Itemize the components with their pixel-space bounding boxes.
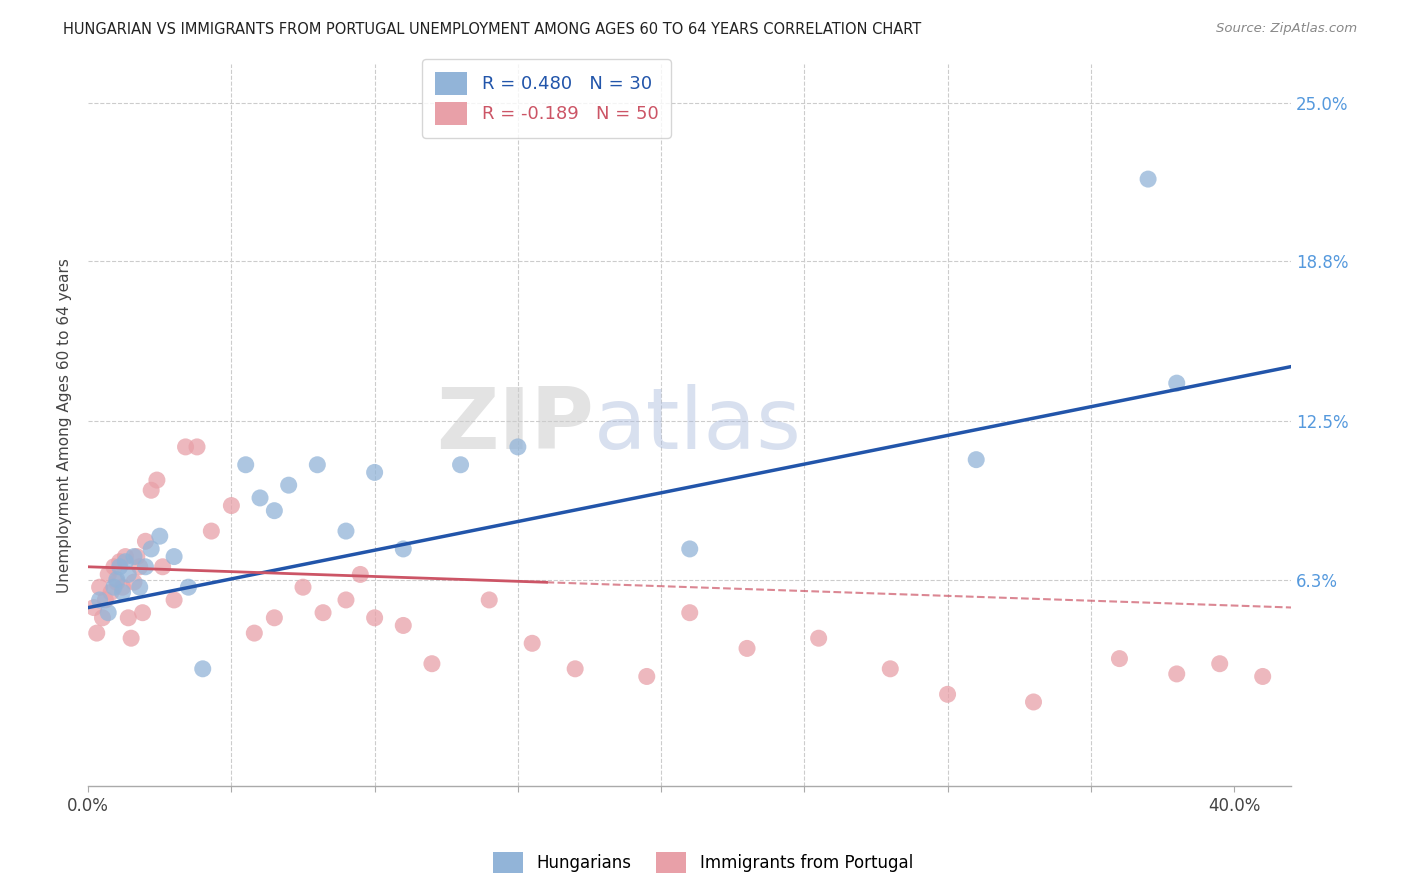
Point (146, 473, 169, 487)
Text: HUNGARIAN VS IMMIGRANTS FROM PORTUGAL UNEMPLOYMENT AMONG AGES 60 TO 64 YEARS COR: HUNGARIAN VS IMMIGRANTS FROM PORTUGAL UN… (63, 22, 921, 37)
Point (200, 524, 222, 538)
Legend: Hungarians, Immigrants from Portugal: Hungarians, Immigrants from Portugal (486, 846, 920, 880)
Point (807, 631, 830, 645)
Point (105, 573, 128, 587)
Point (103, 580, 125, 594)
Point (292, 580, 315, 594)
Point (392, 541, 415, 556)
Point (363, 466, 385, 480)
Point (335, 524, 357, 538)
Point (152, 559, 174, 574)
Point (221, 499, 243, 513)
Point (128, 559, 150, 574)
Point (1137, 172, 1160, 186)
Legend: R = 0.480   N = 30, R = -0.189   N = 50: R = 0.480 N = 30, R = -0.189 N = 50 (422, 59, 671, 137)
Point (89, 593, 111, 607)
Point (450, 458, 472, 472)
Point (174, 440, 197, 454)
Y-axis label: Unemployment Among Ages 60 to 64 years: Unemployment Among Ages 60 to 64 years (58, 258, 72, 592)
Point (91, 611, 114, 625)
Point (392, 618, 415, 632)
Point (522, 636, 544, 650)
Point (1166, 667, 1188, 681)
Point (1209, 657, 1232, 671)
Point (735, 641, 758, 656)
Point (177, 580, 200, 594)
Point (163, 593, 186, 607)
Point (1166, 376, 1188, 391)
Point (97, 567, 120, 582)
Point (636, 669, 658, 683)
Point (83, 600, 105, 615)
Point (679, 541, 702, 556)
Point (134, 559, 156, 574)
Point (1108, 651, 1130, 665)
Point (89, 580, 111, 594)
Point (141, 483, 163, 498)
Point (243, 626, 266, 640)
Point (122, 549, 145, 564)
Point (1022, 695, 1045, 709)
Point (117, 611, 139, 625)
Text: Source: ZipAtlas.com: Source: ZipAtlas.com (1216, 22, 1357, 36)
Point (97, 606, 120, 620)
Point (1251, 669, 1274, 683)
Point (679, 606, 702, 620)
Point (108, 559, 131, 574)
Point (478, 593, 501, 607)
Text: atlas: atlas (593, 384, 801, 467)
Point (277, 478, 299, 492)
Point (86, 626, 108, 640)
Point (120, 631, 142, 645)
Point (186, 440, 208, 454)
Point (936, 687, 959, 701)
Point (114, 549, 136, 564)
Point (105, 575, 128, 590)
Point (117, 567, 139, 582)
Point (879, 662, 901, 676)
Point (94, 593, 117, 607)
Point (141, 541, 163, 556)
Point (108, 555, 131, 569)
Point (263, 504, 285, 518)
Point (114, 555, 136, 569)
Point (163, 549, 186, 564)
Point (100, 585, 122, 599)
Point (312, 606, 335, 620)
Point (564, 662, 586, 676)
Point (965, 452, 987, 467)
Point (263, 611, 285, 625)
Point (506, 440, 529, 454)
Point (307, 458, 329, 472)
Text: ZIP: ZIP (436, 384, 593, 467)
Point (420, 657, 443, 671)
Point (111, 585, 134, 599)
Point (122, 575, 145, 590)
Point (111, 580, 134, 594)
Point (249, 491, 271, 505)
Point (149, 529, 172, 543)
Point (349, 567, 371, 582)
Point (125, 549, 148, 564)
Point (335, 593, 357, 607)
Point (128, 580, 150, 594)
Point (363, 611, 385, 625)
Point (235, 458, 257, 472)
Point (103, 559, 125, 574)
Point (131, 606, 153, 620)
Point (134, 534, 156, 549)
Point (191, 662, 214, 676)
